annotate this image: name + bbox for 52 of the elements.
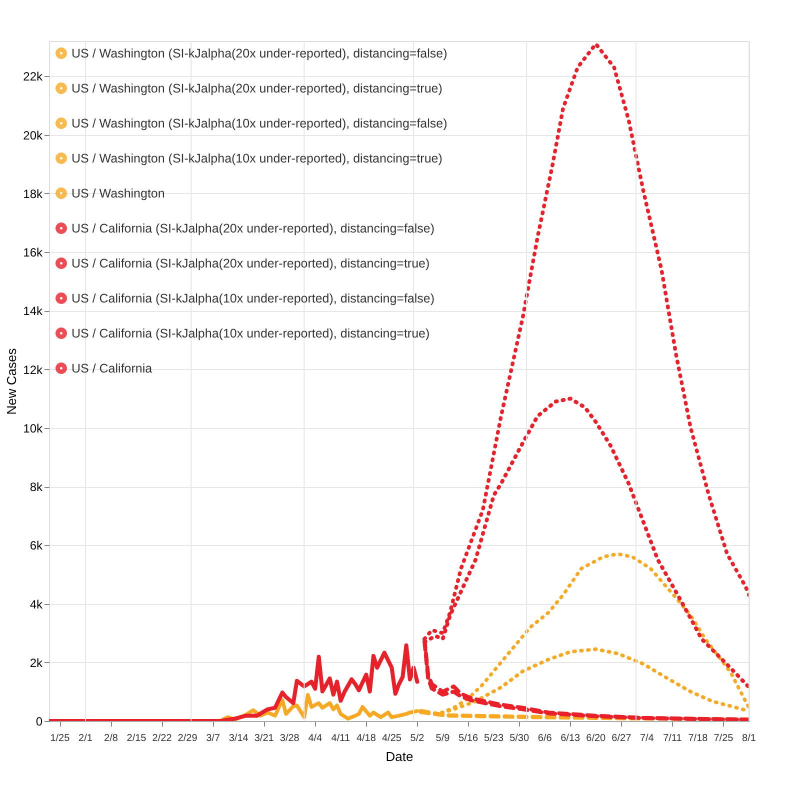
x-tick-label: 2/1	[78, 733, 93, 744]
x-tick-label: 6/13	[560, 733, 581, 744]
x-tick-label: 4/25	[382, 733, 402, 744]
legend-label: US / California (SI-kJalpha(20x under-reported), distancing=true)	[72, 256, 430, 270]
x-tick-label: 2/29	[178, 733, 198, 744]
x-tick-label: 2/22	[152, 733, 172, 744]
x-tick-label: 7/4	[640, 733, 654, 744]
legend-label: US / Washington (SI-kJalpha(10x under-reported), distancing=true)	[72, 151, 442, 166]
legend-label: US / Washington (SI-kJalpha(20x under-reported), distancing=false)	[72, 46, 448, 60]
x-tick-label: 6/27	[612, 733, 632, 744]
x-tick-label: 7/18	[688, 733, 708, 744]
y-tick-label: 2k	[30, 656, 44, 670]
x-tick-label: 1/25	[50, 733, 70, 744]
x-tick-label: 2/8	[104, 733, 118, 744]
x-tick-label: 3/28	[280, 733, 300, 744]
legend-label: US / California (SI-kJalpha(20x under-reported), distancing=false)	[72, 221, 435, 236]
y-tick-label: 12k	[23, 362, 44, 377]
x-tick-label: 5/23	[484, 733, 504, 744]
legend-label: US / Washington (SI-kJalpha(20x under-reported), distancing=true)	[72, 81, 442, 96]
x-tick-label: 2/15	[126, 733, 147, 744]
y-tick-label: 4k	[30, 597, 44, 612]
x-tick-label: 4/4	[308, 733, 323, 744]
y-tick-label: 0	[36, 714, 43, 728]
x-tick-label: 3/7	[206, 733, 220, 744]
legend-label: US / Washington (SI-kJalpha(10x under-reported), distancing=false)	[72, 116, 448, 130]
x-tick-label: 5/16	[458, 733, 478, 744]
y-axis-title: New Cases	[4, 348, 20, 415]
legend-label: US / California	[72, 361, 152, 376]
x-tick-label: 8/1	[742, 733, 756, 744]
x-tick-label: 7/25	[714, 733, 734, 744]
y-tick-label: 14k	[23, 304, 44, 318]
x-tick-label: 6/6	[538, 733, 552, 744]
y-tick-label: 20k	[23, 128, 44, 142]
legend-label: US / California (SI-kJalpha(10x under-reported), distancing=false)	[72, 291, 435, 306]
y-tick-label: 16k	[23, 246, 44, 260]
x-tick-label: 6/20	[586, 733, 606, 744]
x-tick-label: 5/30	[510, 733, 530, 744]
y-tick-label: 6k	[30, 538, 44, 553]
x-tick-label: 3/21	[254, 733, 274, 744]
x-tick-label: 3/14	[228, 733, 249, 744]
x-tick-label: 4/18	[356, 733, 376, 744]
y-tick-label: 22k	[23, 70, 44, 84]
x-tick-label: 7/11	[663, 733, 682, 744]
x-axis-title: Date	[386, 749, 414, 764]
legend-label: US / California (SI-kJalpha(10x under-reported), distancing=true)	[72, 326, 430, 340]
legend-label: US / Washington	[72, 186, 165, 200]
x-tick-label: 5/9	[436, 733, 450, 744]
y-tick-label: 10k	[23, 421, 44, 436]
x-tick-label: 4/11	[331, 733, 350, 744]
y-tick-label: 18k	[23, 186, 44, 201]
x-tick-label: 5/2	[410, 733, 425, 744]
y-tick-label: 8k	[30, 480, 44, 494]
